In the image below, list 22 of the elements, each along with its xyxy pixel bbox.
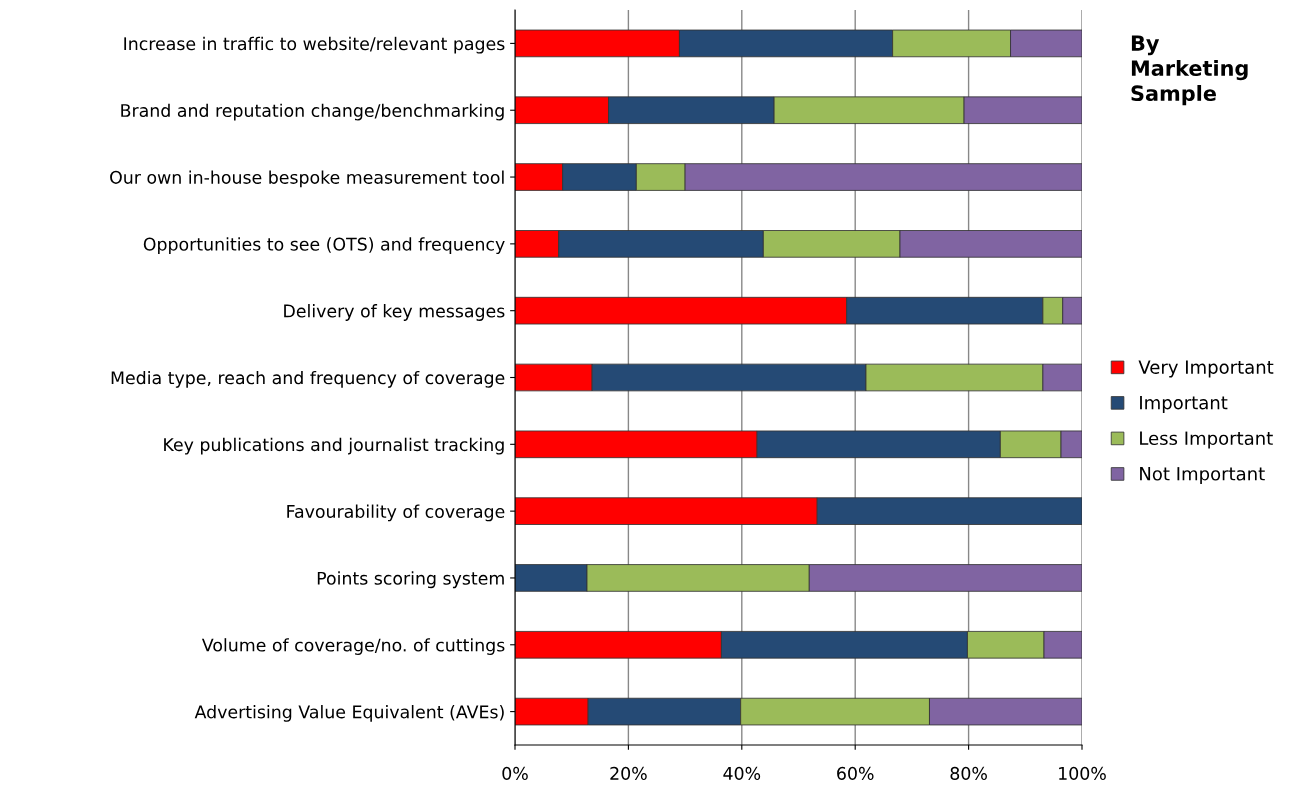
x-tick-label: 20% — [610, 766, 647, 780]
y-tick-label: Brand and reputation change/benchmarking — [121, 103, 504, 121]
legend-label: Not Important — [1140, 467, 1265, 485]
y-tick-label: Volume of coverage/no. of cuttings — [201, 638, 505, 655]
y-tick-label: Opportunities to see (OTS) and frequency — [143, 237, 505, 255]
y-tick-label: Delivery of key messages — [284, 304, 505, 321]
y-tick-label: Key publications and journalist tracking — [164, 437, 504, 455]
legend-label: Less Important — [1140, 431, 1273, 449]
x-tick-label: 100% — [1059, 766, 1106, 780]
y-tick-label: Our own in-house bespoke measurement tool — [110, 170, 504, 188]
x-tick-label: 0% — [502, 766, 528, 780]
y-tick-label: Points scoring system — [317, 571, 504, 589]
x-tick-label: 60% — [837, 766, 874, 780]
x-tick-label: 80% — [950, 766, 987, 780]
y-tick-label: Advertising Value Equivalent (AVEs) — [194, 705, 504, 722]
legend-label: Very Important — [1138, 360, 1274, 378]
legend-label: Important — [1140, 396, 1228, 413]
text: By Marketing Sample — [1131, 35, 1248, 106]
y-tick-label: Favourability of coverage — [287, 504, 505, 522]
y-tick-label: Media type, reach and frequency of coverage — [111, 370, 505, 388]
y-tick-label: Increase in traffic to website/relevant pages — [124, 36, 505, 54]
x-tick-label: 40% — [723, 766, 761, 780]
